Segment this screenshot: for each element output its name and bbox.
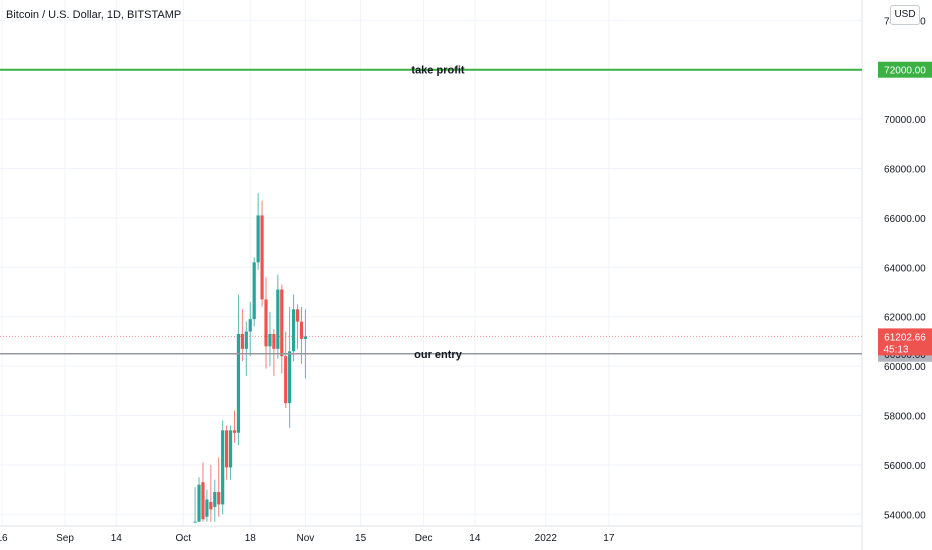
candle-body (240, 333, 244, 349)
take-profit-axis-tag-text: 72000.00 (884, 66, 926, 77)
candle-body (272, 333, 276, 349)
time-tick-label: Nov (297, 533, 315, 544)
time-tick-label: 14 (111, 533, 123, 544)
candle-body (303, 336, 308, 339)
time-tick-label: Sep (56, 533, 74, 544)
candle-body (236, 333, 241, 433)
time-tick-label: 18 (245, 533, 257, 544)
candle-body (284, 356, 288, 404)
time-tick-label: Dec (415, 533, 433, 544)
price-tick-label: 70000.00 (884, 115, 926, 126)
candle-body (197, 484, 201, 522)
take-profit-label: take profit (411, 65, 465, 77)
price-tick-label: 54000.00 (884, 510, 926, 521)
candle-body (260, 215, 264, 300)
candle-body (291, 309, 296, 352)
candle-body (276, 289, 280, 349)
candle-body (268, 333, 272, 347)
last-price-tag-text: 61202.66 (884, 332, 926, 343)
price-tick-label: 68000.00 (884, 165, 926, 176)
candle-body (213, 492, 217, 507)
time-tick-label: 16 (0, 533, 8, 544)
candle-body (295, 309, 300, 322)
time-tick-label: 15 (355, 533, 367, 544)
time-tick-label: Oct (175, 533, 191, 544)
candle-body (201, 482, 205, 520)
price-tick-label: 60000.00 (884, 362, 926, 373)
take-profit-axis-tag (878, 61, 932, 78)
time-tick-label: 2022 (535, 533, 558, 544)
candle-body (280, 289, 284, 357)
candle-body (209, 501, 213, 510)
candle-body (228, 430, 233, 468)
currency-button[interactable]: USD (890, 5, 920, 25)
candle-body (288, 351, 292, 404)
candle-body (299, 321, 304, 339)
candle-body (225, 430, 229, 468)
countdown-text: 45:13 (883, 344, 908, 355)
candle-body (252, 262, 256, 320)
candle-body (244, 331, 248, 349)
entry-label: our entry (414, 349, 463, 361)
candle-body (205, 499, 209, 517)
candle-body (256, 215, 260, 263)
candle-body (248, 319, 252, 332)
price-tick-label: 66000.00 (884, 214, 926, 225)
price-tick-label: 64000.00 (884, 263, 926, 274)
candle-body (232, 430, 237, 433)
price-tick-label: 58000.00 (884, 412, 926, 423)
last-price-tag (878, 328, 932, 356)
time-tick-label: 17 (603, 533, 615, 544)
candle-body (221, 430, 225, 505)
candle-body (264, 299, 268, 347)
candle-body (217, 492, 221, 505)
candle-body (193, 521, 197, 523)
price-tick-label: 62000.00 (884, 313, 926, 324)
price-tick-label: 56000.00 (884, 461, 926, 472)
symbol-title: Bitcoin / U.S. Dollar, 1D, BITSTAMP (6, 9, 182, 21)
time-tick-label: 14 (469, 533, 481, 544)
